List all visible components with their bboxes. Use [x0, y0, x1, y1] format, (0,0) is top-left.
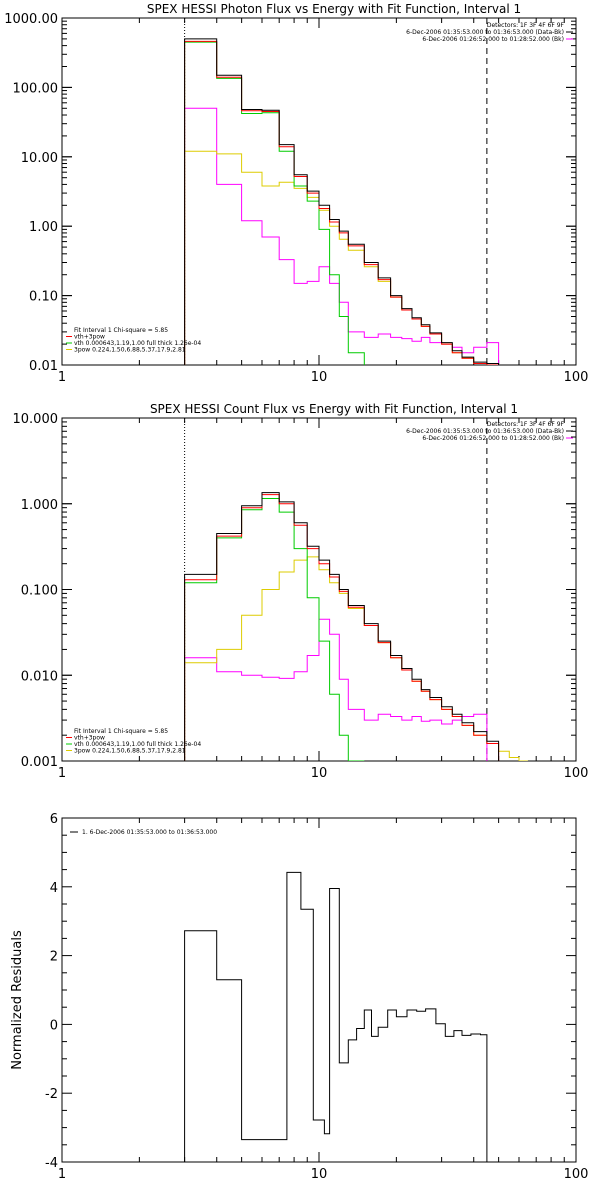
series-line — [184, 107, 500, 365]
legend-entry: Detectors: 1F 3F 4F 6F 9F — [487, 421, 565, 428]
legend-entry: Fit Interval 1 Chi-square = 5.85 — [74, 728, 168, 735]
plot-frame — [61, 817, 577, 1163]
y-tick-label: -2 — [45, 1087, 58, 1102]
legend-entry: Fit Interval 1 Chi-square = 5.85 — [74, 327, 168, 334]
legend-entry: 6-Dec-2006 01:35:53.000 to 01:36:53.000 … — [406, 29, 564, 36]
y-tick-label: 0.01 — [29, 359, 58, 374]
count-flux-panel: SPEX HESSI Count Flux vs Energy with Fit… — [13, 402, 589, 781]
y-tick-label: 2 — [50, 950, 58, 965]
legend-entry: vth 0.000643,1.19,1.00 full thick 1.26e-… — [74, 741, 201, 748]
legend-entry: vth 0.000643,1.19,1.00 full thick 1.26e-… — [74, 340, 201, 347]
series-line — [184, 618, 488, 761]
series-line — [184, 41, 365, 365]
photon-flux-panel: SPEX HESSI Photon Flux vs Energy with Fi… — [4, 2, 588, 385]
plot-frame — [61, 417, 577, 762]
y-tick-label: 0 — [50, 1018, 58, 1033]
y-tick-label: 0.100 — [21, 584, 58, 599]
count-flux-title: SPEX HESSI Count Flux vs Energy with Fit… — [150, 402, 518, 416]
y-tick-label: 0.10 — [29, 290, 58, 305]
series-line — [184, 150, 499, 365]
residuals-ylabel: Normalized Residuals — [10, 930, 25, 1070]
series-group — [184, 38, 500, 365]
series-line — [184, 492, 500, 761]
legend-entry: 1. 6-Dec-2006 01:35:53.000 to 01:36:53.0… — [82, 829, 217, 836]
y-tick-label: 1.000 — [21, 498, 58, 513]
series-group — [184, 871, 488, 1162]
residuals-panel: Normalized Residuals 1 10 100 6 4 2 0 -2 -4 1. 6-… — [10, 812, 588, 1182]
legend-entry: 6-Dec-2006 01:26:52.000 to 01:28:52.000 … — [422, 36, 564, 43]
legend-entry: 6-Dec-2006 01:26:52.000 to 01:28:52.000 … — [422, 435, 564, 442]
x-tick-label: 10 — [311, 766, 328, 781]
series-line — [184, 494, 500, 761]
y-tick-label: 0.001 — [21, 755, 58, 770]
y-tick-label: 10.00 — [21, 151, 58, 166]
legend-entry: 6-Dec-2006 01:35:53.000 to 01:36:53.000 … — [406, 428, 564, 435]
y-tick-label: 10.000 — [13, 412, 59, 427]
y-tick-label: -4 — [45, 1156, 58, 1171]
x-tick-label: 100 — [564, 766, 589, 781]
x-tick-label: 10 — [311, 1167, 328, 1182]
y-tick-label: 1.00 — [29, 220, 58, 235]
x-tick-label: 1 — [58, 370, 66, 385]
legend-entry: 3pow 0.224,1.50,6.88,5.37,17.9,2.81 — [74, 748, 186, 755]
y-tick-label: 0.010 — [21, 669, 58, 684]
x-tick-label: 1 — [58, 1167, 66, 1182]
series-line — [184, 556, 528, 761]
y-tick-label: 1000.00 — [4, 12, 58, 27]
x-tick-label: 10 — [311, 370, 328, 385]
x-tick-label: 100 — [564, 1167, 589, 1182]
legend-entry: 3pow 0.224,1.50,6.88,5.37,17.9,2.81 — [74, 347, 186, 354]
y-tick-label: 100.00 — [13, 81, 59, 96]
legend-entry: vth+3pow — [74, 735, 105, 742]
legend-entry: Detectors: 1F 3F 4F 6F 9F — [487, 22, 565, 29]
series-line — [184, 38, 500, 365]
x-tick-label: 1 — [58, 766, 66, 781]
y-tick-label: 4 — [50, 881, 58, 896]
series-line — [184, 498, 365, 761]
x-tick-label: 100 — [564, 370, 589, 385]
y-tick-label: 6 — [50, 812, 58, 827]
series-group — [184, 492, 528, 761]
legend-entry: vth+3pow — [74, 334, 105, 341]
series-line — [184, 871, 488, 1162]
photon-flux-title: SPEX HESSI Photon Flux vs Energy with Fi… — [147, 2, 521, 16]
